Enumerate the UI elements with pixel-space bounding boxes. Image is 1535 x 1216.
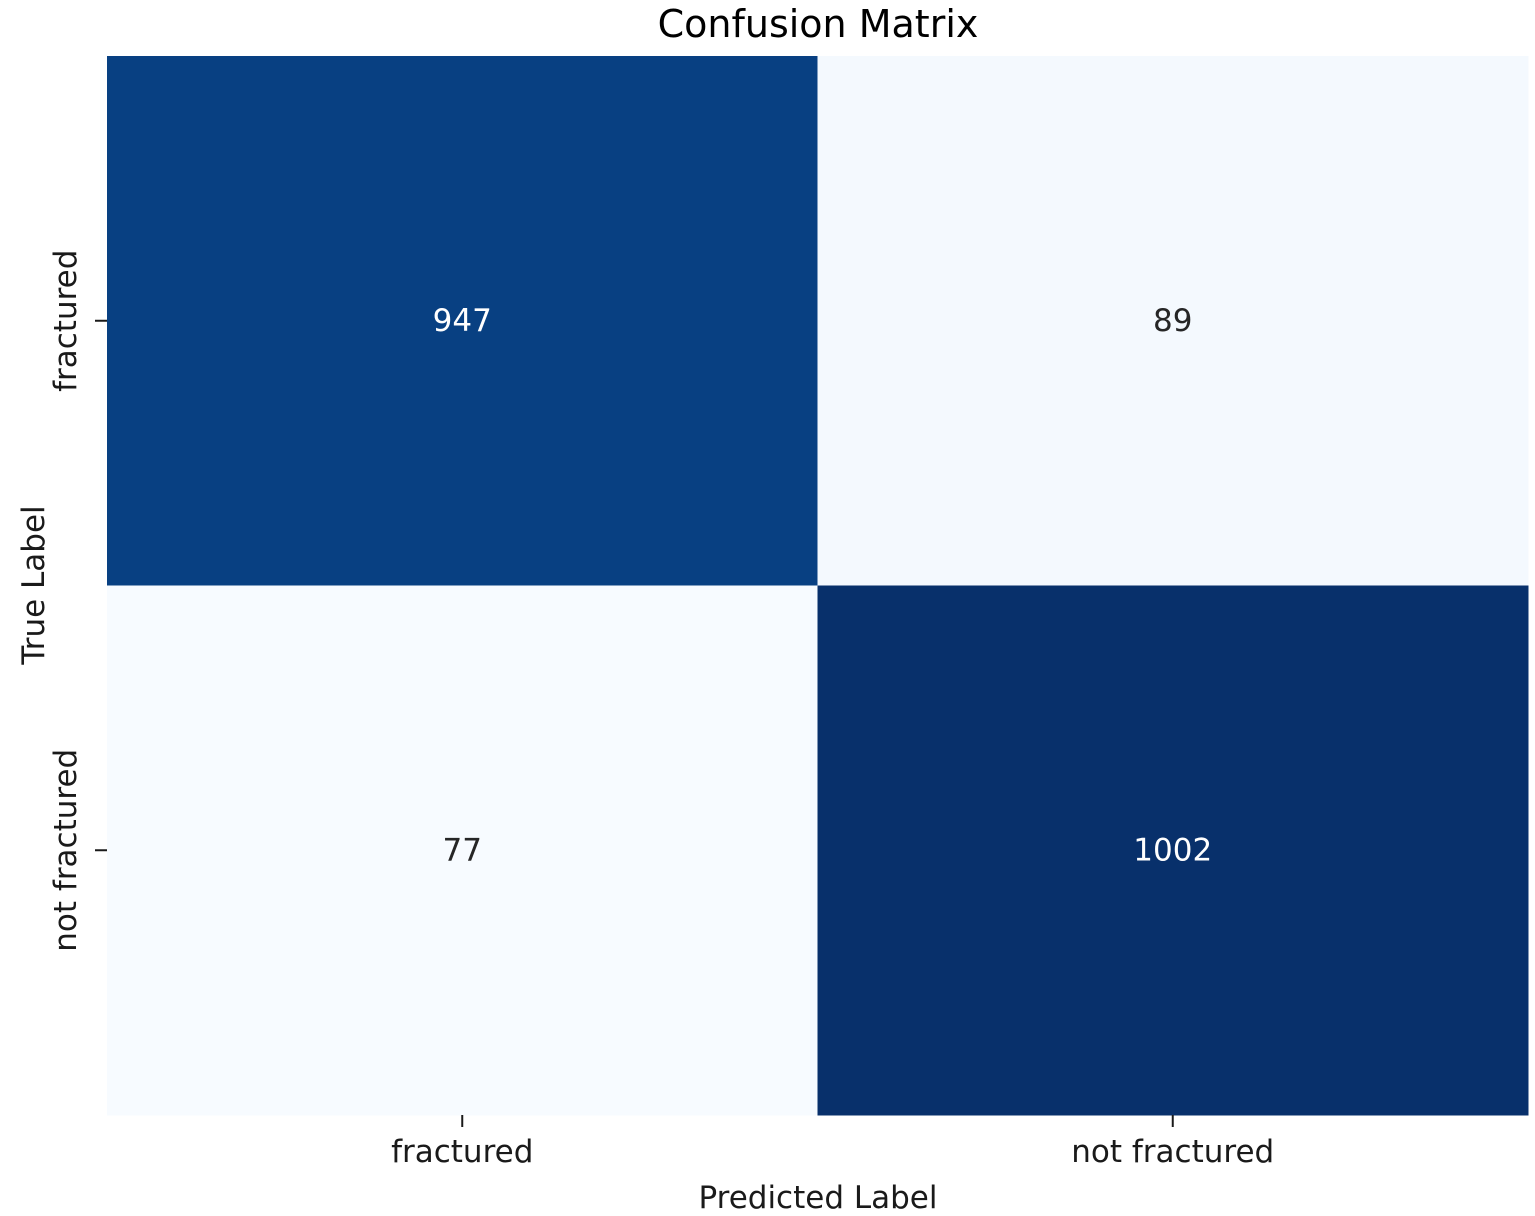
y-axis-label: True Label: [16, 505, 52, 665]
heatmap-cells: [107, 56, 1529, 1116]
chart-title: Confusion Matrix: [658, 2, 979, 46]
heatmap-cell-label: 947: [433, 303, 492, 339]
x-tick-label: fractured: [391, 1134, 533, 1170]
y-axis-ticks: fractured not fractured: [48, 250, 107, 952]
x-axis-label: Predicted Label: [698, 1180, 937, 1216]
y-tick-label: not fractured: [48, 749, 84, 952]
y-tick-label: fractured: [48, 250, 84, 392]
x-axis-ticks: fractured not fractured: [391, 1115, 1274, 1170]
heatmap-cell-label: 89: [1153, 303, 1192, 339]
x-tick-label: not fractured: [1071, 1134, 1274, 1170]
heatmap-cell-label: 77: [443, 832, 482, 868]
heatmap-cell-label: 1002: [1133, 832, 1212, 868]
